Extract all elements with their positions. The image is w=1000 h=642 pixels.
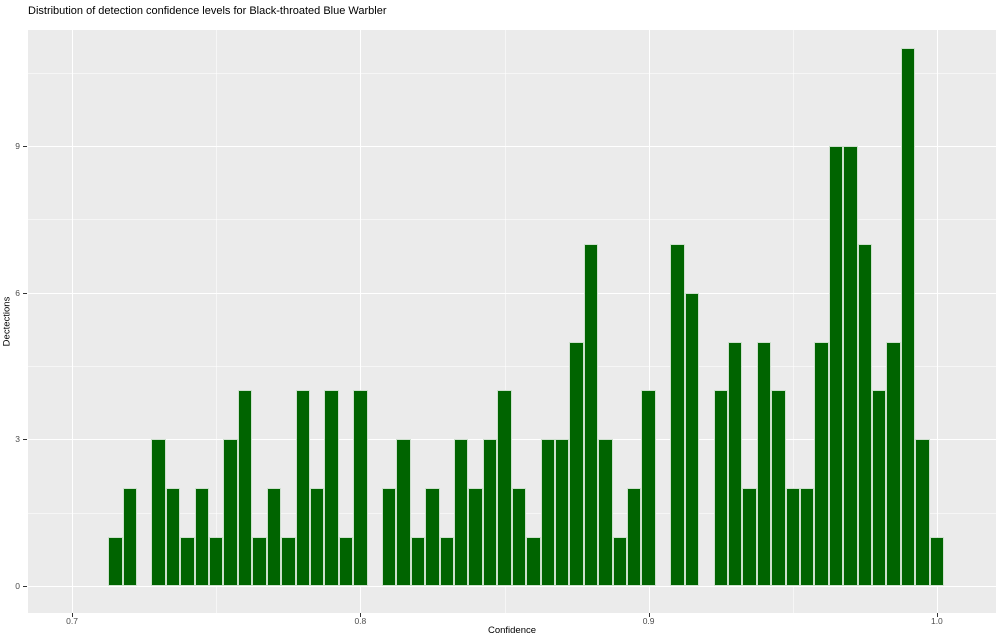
histogram-bar: [165, 488, 181, 586]
histogram-bar: [266, 488, 282, 586]
x-tick-label: 0.8: [354, 616, 367, 626]
histogram-bar: [338, 537, 354, 586]
histogram-bar: [180, 537, 195, 586]
x-tick-label: 1.0: [930, 616, 943, 626]
histogram-bar: [122, 488, 137, 586]
x-tick-mark: [936, 613, 938, 617]
histogram-bar: [439, 537, 455, 586]
major-gridline-vertical: [648, 30, 650, 613]
histogram-bar: [151, 439, 166, 586]
x-tick-mark: [360, 613, 362, 617]
y-tick-label: 3: [15, 434, 20, 445]
x-tick-label: 0.9: [642, 616, 655, 626]
y-tick-label: 0: [15, 581, 20, 591]
histogram-bar: [482, 439, 498, 586]
histogram-bar: [194, 488, 210, 586]
x-axis-ticks: 0.7 0.8 0.9 1.0: [28, 613, 996, 629]
histogram-bar: [872, 390, 887, 586]
major-gridline-vertical: [936, 30, 938, 613]
histogram-bar: [627, 488, 642, 586]
histogram-bar: [785, 488, 800, 586]
y-tick-label: 9: [15, 141, 20, 151]
histogram-bar: [295, 390, 310, 586]
chart-title: Distribution of detection confidence lev…: [28, 5, 387, 17]
plot-panel: [28, 30, 996, 613]
histogram-bar: [742, 488, 757, 586]
histogram-bar: [237, 390, 253, 586]
minor-gridline-vertical: [216, 30, 218, 613]
histogram-bar: [684, 292, 700, 586]
minor-gridline-horizontal: [28, 219, 996, 221]
histogram-bar: [223, 439, 238, 586]
histogram-bar: [843, 146, 858, 586]
histogram-bar: [454, 439, 469, 586]
histogram-bar: [281, 537, 296, 586]
histogram-bar: [324, 390, 339, 586]
histogram-bar: [468, 488, 483, 586]
histogram-bar: [209, 537, 224, 586]
histogram-bar: [900, 48, 916, 586]
x-tick-mark: [72, 613, 74, 617]
y-tick-label: 6: [15, 287, 20, 298]
histogram-bar: [511, 488, 527, 586]
histogram-bar: [828, 146, 844, 586]
histogram-bar: [612, 537, 628, 586]
histogram-bar: [641, 390, 656, 586]
minor-gridline-vertical: [504, 30, 506, 613]
histogram-bar: [929, 537, 945, 586]
histogram-bar: [814, 341, 829, 586]
histogram-bar: [497, 390, 512, 586]
histogram-bar: [425, 488, 440, 586]
histogram-bar: [540, 439, 555, 586]
histogram-bar: [670, 243, 685, 586]
y-tick-mark: [23, 292, 27, 294]
histogram-bar: [252, 537, 267, 586]
major-gridline-horizontal: [28, 146, 996, 147]
minor-gridline-horizontal: [28, 366, 996, 367]
histogram-bar: [410, 537, 426, 586]
y-axis-title-text: Dectections: [1, 296, 13, 347]
histogram-bar: [771, 390, 786, 586]
x-axis-title: Confidence: [487, 625, 537, 636]
y-tick-mark: [23, 439, 27, 441]
histogram-bar: [598, 439, 613, 586]
histogram-bar: [569, 341, 584, 586]
histogram-bar: [309, 488, 325, 586]
major-gridline-horizontal: [28, 292, 996, 294]
y-axis-title: Dectections: [0, 30, 14, 613]
histogram-bar: [886, 341, 901, 586]
y-tick-mark: [23, 146, 27, 147]
histogram-bar: [353, 390, 368, 586]
x-tick-label: 0.7: [66, 616, 78, 626]
minor-gridline-horizontal: [28, 72, 996, 74]
histogram-bar: [857, 243, 873, 586]
major-gridline-horizontal: [28, 586, 996, 587]
y-tick-mark: [23, 586, 27, 587]
histogram-bar: [915, 439, 930, 586]
major-gridline-horizontal: [28, 439, 996, 441]
histogram-bar: [583, 243, 599, 586]
histogram-bar: [713, 390, 728, 586]
histogram-bar: [799, 488, 815, 586]
major-gridline-vertical: [360, 30, 362, 613]
major-gridline-vertical: [72, 30, 74, 613]
histogram-bar: [526, 537, 541, 586]
minor-gridline-vertical: [792, 30, 794, 613]
x-tick-mark: [648, 613, 650, 617]
histogram-bar: [396, 439, 411, 586]
histogram-bar: [554, 439, 570, 586]
histogram-bar: [756, 341, 772, 586]
histogram-bar: [381, 488, 397, 586]
histogram-bar: [108, 537, 123, 586]
y-axis-ticks: 0 3 6 9: [0, 30, 28, 613]
histogram-bar: [727, 341, 743, 586]
